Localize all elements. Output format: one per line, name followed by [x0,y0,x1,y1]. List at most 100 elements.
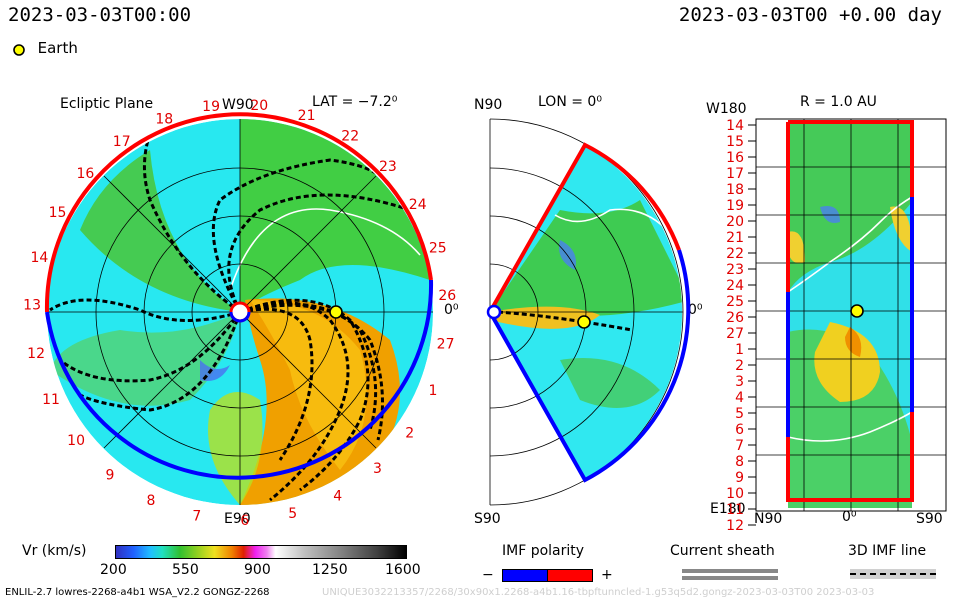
synoptic-green-region-top [788,122,912,292]
current-sheath-swatch [682,576,778,580]
synoptic-top-left-label: W180 [706,101,747,117]
synoptic-y-tick-label: 20 [726,214,744,230]
earth-marker-icon [329,305,343,319]
sun-polarity-arc [229,311,251,323]
imf-line-dashes [850,573,936,575]
earth-marker-icon [850,304,864,318]
ecliptic-bottom-label: E90 [224,511,251,527]
carrington-tick-label: 19 [202,99,220,115]
meridional-bottom-label: S90 [474,511,501,527]
imf-polarity-negative-swatch [502,569,548,582]
carrington-tick-label: 8 [147,493,156,509]
meridional-rim-positive [488,142,681,313]
synoptic-white-contour-bottom [787,411,913,442]
meridional-rim-negative [488,249,691,483]
imf-line-title: 3D IMF line [848,543,927,559]
synoptic-x-label-north: N90 [754,511,783,527]
synoptic-y-tick-label: 12 [726,518,744,532]
carrington-tick-label: 21 [298,108,316,124]
carrington-tick-label: 3 [373,461,382,477]
meridional-plot [486,118,691,506]
synoptic-y-tick-label: 11 [726,502,744,518]
ecliptic-rim-positive [44,112,433,313]
carrington-tick-label: 23 [379,159,397,175]
synoptic-blue-spot [820,206,840,223]
synoptic-y-tick-label: 22 [726,246,744,262]
colorbar [115,545,407,559]
synoptic-yellow-spot-left [788,231,805,264]
colorbar-tick: 1600 [385,562,421,578]
colorbar-tick: 200 [100,562,127,578]
synoptic-x-label-south: S90 [916,511,943,527]
carrington-tick-label: 10 [67,433,85,449]
synoptic-y-tick-label: 1 [735,342,744,358]
meridional-white-contour [554,208,676,241]
ecliptic-imf-lines [49,139,411,502]
carrington-tick-label: 17 [113,134,131,150]
synoptic-y-tick-label: 3 [735,374,744,390]
carrington-tick-label: 14 [30,250,48,266]
ecliptic-right-label: 0⁰ [444,302,459,318]
synoptic-y-tick-label: 15 [726,134,744,150]
imf-polarity-positive-swatch [547,569,593,582]
carrington-tick-label: 26 [438,288,456,304]
synoptic-yellow-region [814,322,880,402]
synoptic-y-tick-label: 16 [726,150,744,166]
meridional-top-label: N90 [474,97,503,113]
current-sheath-title: Current sheath [670,543,775,559]
carrington-tick-label: 16 [76,166,94,182]
synoptic-y-tick-label: 23 [726,262,744,278]
synoptic-y-tick-label: 17 [726,166,744,182]
colorbar-tick: 1250 [312,562,348,578]
carrington-tick-label: 25 [429,241,447,257]
imf-polarity-title: IMF polarity [502,543,585,559]
carrington-tick-label: 12 [27,346,45,362]
synoptic-y-tick-label: 27 [726,326,744,342]
synoptic-y-tick-label: 2 [735,358,744,374]
carrington-tick-label: 11 [42,392,60,408]
current-sheath-swatch [682,569,778,573]
synoptic-yellow-spot-top [890,206,912,252]
synoptic-y-tick-label: 8 [735,454,744,470]
ecliptic-blue-spot [200,360,230,381]
imf-polarity-plus: + [601,567,613,583]
synoptic-y-tick-label: 10 [726,486,744,502]
synoptic-rim-positive-top [788,120,914,197]
synoptic-bottom-left-label: E180 [710,501,746,517]
synoptic-y-tick-label: 21 [726,230,744,246]
colorbar-tick: 900 [244,562,271,578]
ecliptic-green-region-left [80,150,240,312]
synoptic-y-tick-label: 19 [726,198,744,214]
earth-marker-icon [13,43,25,56]
synoptic-y-tick-label: 18 [726,182,744,198]
carrington-tick-label: 18 [155,111,173,127]
ecliptic-carrington-ticks: 19 20212223242526271234567891011121314151… [23,98,456,529]
footer-run-id: UNIQUE3032213357/2268/30x90x1.2268-a4b1.… [322,587,875,598]
ecliptic-white-contour [229,208,421,291]
ecliptic-top-label: W90 [222,97,254,113]
carrington-tick-label: 7 [192,509,201,525]
carrington-tick-label: 6 [240,513,249,529]
carrington-tick-label: 9 [106,467,115,483]
ecliptic-plane-plot: 19 20212223242526271234567891011121314151… [23,98,456,529]
earth-marker-icon [577,315,591,329]
synoptic-y-tick-label: 14 [726,118,744,134]
footer-run-info: ENLIL-2.7 lowres-2268-a4b1 WSA_V2.2 GONG… [5,587,270,598]
carrington-tick-label: 22 [341,129,359,145]
synoptic-y-tick-label: 25 [726,294,744,310]
synoptic-orange-spot [845,327,862,357]
meridional-green-region [490,200,683,316]
earth-legend-label: Earth [37,39,78,57]
synoptic-y-tick-label: 9 [735,470,744,486]
synoptic-y-tick-label: 5 [735,406,744,422]
synoptic-y-labels: 1415161718192021222324252627123456789101… [726,118,756,532]
carrington-tick-label: 13 [23,298,41,314]
colorbar-label: Vr (km/s) [22,543,87,559]
sun-marker-icon [486,304,502,320]
carrington-tick-label: 20 [250,98,268,114]
datetime-right: 2023-03-03T00 +0.00 day [678,4,942,26]
datetime-left: 2023-03-03T00:00 [8,4,192,26]
synoptic-y-tick-label: 24 [726,278,744,294]
meridional-right-label: 0⁰ [688,302,703,318]
synoptic-y-tick-label: 6 [735,422,744,438]
